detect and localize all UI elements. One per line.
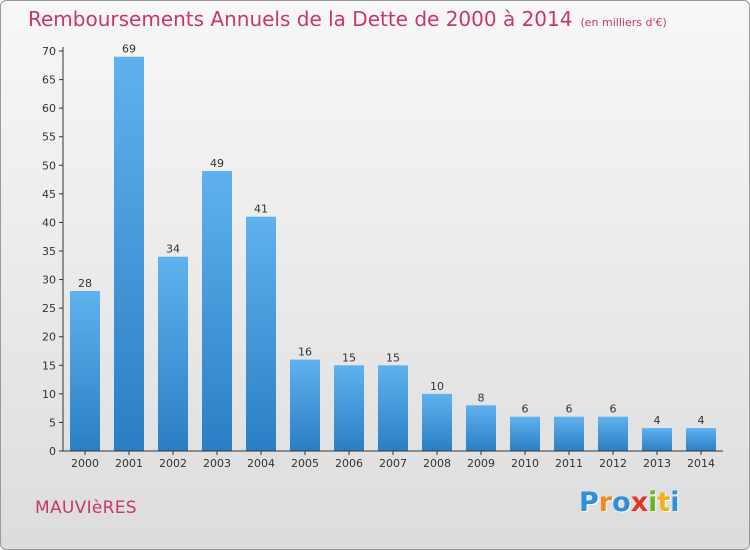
y-tick-label: 50 [42, 159, 56, 172]
bar [554, 416, 584, 451]
bar [422, 393, 452, 451]
bar-value-label: 41 [254, 203, 268, 216]
chart-title: Remboursements Annuels de la Dette de 20… [28, 7, 667, 31]
bar-value-label: 69 [122, 43, 136, 56]
y-tick-label: 70 [42, 45, 56, 58]
y-axis: 0 5 10 15 20 25 30 35 40 45 50 55 60 65 70 [42, 45, 64, 458]
bar-value-label: 34 [166, 243, 180, 256]
bar-value-label: 8 [478, 391, 485, 404]
x-tick-label: 2010 [511, 457, 539, 470]
y-tick-label: 55 [42, 131, 56, 144]
x-tick-label: 2003 [203, 457, 231, 470]
bar-value-label: 15 [342, 351, 356, 364]
y-tick-label: 15 [42, 359, 56, 372]
bar-value-label: 10 [430, 380, 444, 393]
bar-value-label: 4 [654, 414, 661, 427]
x-tick-label: 2014 [687, 457, 715, 470]
bar-value-label: 4 [698, 414, 705, 427]
bar [114, 56, 144, 451]
x-tick-label: 2011 [555, 457, 583, 470]
proxiti-logo: Proxiti [579, 487, 680, 518]
bar-value-label: 16 [298, 346, 312, 359]
bar-value-label: 15 [386, 351, 400, 364]
bar [598, 416, 628, 451]
bar [334, 365, 364, 451]
x-tick-label: 2002 [159, 457, 187, 470]
x-tick-label: 2013 [643, 457, 671, 470]
logo-letter: x [630, 487, 649, 518]
bar [510, 416, 540, 451]
y-tick-label: 45 [42, 188, 56, 201]
x-tick-label: 2008 [423, 457, 451, 470]
bar-value-label: 6 [566, 403, 573, 416]
bar [378, 365, 408, 451]
bar [202, 171, 232, 451]
x-tick-label: 2006 [335, 457, 363, 470]
commune-name: MAUVIèRES [35, 498, 137, 518]
logo-letter: i [648, 487, 658, 518]
y-tick-label: 25 [42, 302, 56, 315]
bars: 28 69 34 49 41 16 15 15 10 8 6 6 6 4 4 [70, 43, 716, 451]
y-tick-label: 65 [42, 74, 56, 87]
y-tick-label: 60 [42, 102, 56, 115]
logo-letter: t [657, 487, 671, 518]
x-axis: 2000 2001 2002 2003 2004 2005 2006 2007 2008 2009… [63, 450, 723, 470]
bar [642, 428, 672, 451]
logo-letter: P [579, 487, 599, 518]
y-tick-label: 0 [49, 445, 56, 458]
logo-letter: i [670, 487, 680, 518]
y-tick-label: 30 [42, 274, 56, 287]
x-tick-label: 2012 [599, 457, 627, 470]
x-tick-label: 2009 [467, 457, 495, 470]
x-tick-label: 2001 [115, 457, 143, 470]
bar [686, 428, 716, 451]
unit-note: (en milliers d'€) [580, 16, 667, 29]
y-tick-label: 5 [49, 416, 56, 429]
bar-value-label: 6 [610, 403, 617, 416]
bar [158, 256, 188, 451]
bar [466, 405, 496, 451]
bar [70, 291, 100, 451]
logo-letter: r [598, 487, 613, 518]
bar [246, 216, 276, 451]
y-tick-label: 35 [42, 245, 56, 258]
bar [290, 359, 320, 451]
y-tick-label: 10 [42, 388, 56, 401]
y-tick-label: 40 [42, 216, 56, 229]
x-tick-label: 2004 [247, 457, 275, 470]
logo-letter: o [612, 487, 631, 518]
x-tick-label: 2005 [291, 457, 319, 470]
bar-value-label: 28 [78, 277, 92, 290]
x-tick-label: 2007 [379, 457, 407, 470]
x-tick-label: 2000 [71, 457, 99, 470]
chart-title-text: Remboursements Annuels de la Dette de 20… [28, 7, 573, 31]
bar-value-label: 49 [210, 157, 224, 170]
y-tick-label: 20 [42, 331, 56, 344]
bar-value-label: 6 [522, 403, 529, 416]
